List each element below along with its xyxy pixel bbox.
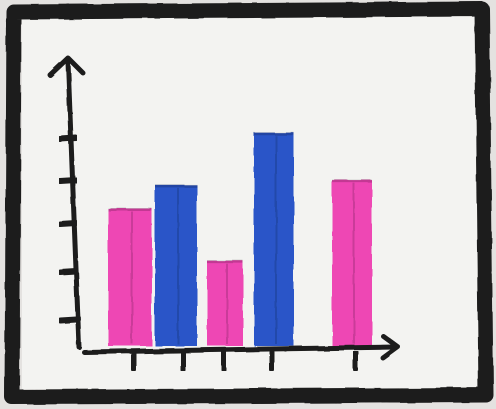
y-tick-mark-2 — [57, 268, 79, 275]
bar-4 — [254, 132, 294, 346]
y-axis-arrowhead — [47, 55, 86, 78]
y-tick-mark-3 — [57, 220, 79, 227]
y-tick-mark-5 — [57, 135, 79, 142]
chart-frame — [4, 1, 494, 405]
bars-group — [108, 132, 372, 346]
bar-5 — [332, 180, 372, 346]
paper-area — [22, 14, 480, 389]
bar-3 — [207, 260, 243, 346]
x-axis-arrowhead — [380, 333, 401, 361]
bar-1 — [108, 208, 152, 346]
y-tick-mark-1 — [57, 316, 79, 323]
y-tick-mark-4 — [57, 177, 79, 184]
y-axis — [65, 59, 82, 350]
bar-2 — [155, 184, 197, 346]
y-ticks-group — [57, 135, 79, 323]
x-ticks-group — [131, 349, 359, 373]
